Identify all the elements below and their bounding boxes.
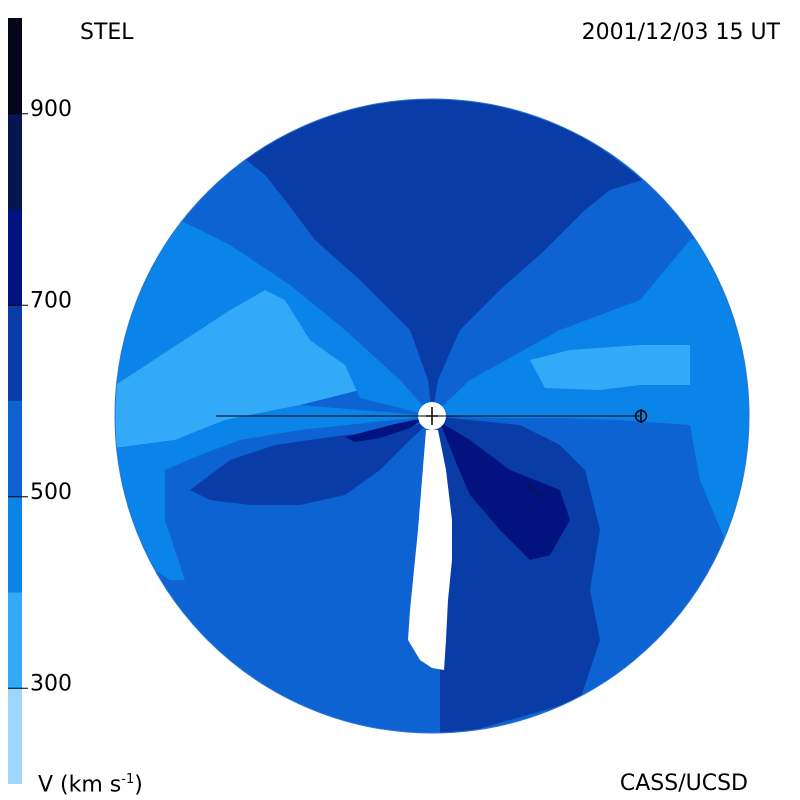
unit-close-text: )	[134, 772, 143, 798]
velocity-unit-label: V (km s-1)	[38, 773, 143, 796]
west-mid-band	[115, 215, 432, 416]
south-west-lobe	[190, 420, 432, 505]
colorbar-tick-label: 700	[30, 288, 72, 313]
earth-symbol-icon	[634, 409, 648, 423]
no-data-wedge	[408, 430, 452, 670]
credit-label: CASS/UCSD	[619, 771, 748, 796]
colorbar-band	[8, 305, 22, 401]
colorbar-band	[8, 18, 22, 114]
colorbar-tick-label: 900	[30, 97, 72, 122]
streak-marker	[527, 485, 545, 499]
west-lower-band	[115, 405, 432, 580]
velocity-disk	[115, 99, 749, 733]
south-west-inner-streamer	[345, 418, 425, 442]
north-polar-region	[240, 99, 642, 416]
instrument-label: STEL	[80, 20, 134, 45]
colorbar-band	[8, 592, 22, 689]
colorbar-band	[8, 401, 22, 497]
disk-outline	[114, 98, 750, 734]
colorbar-tick-label: 500	[30, 480, 72, 505]
colorbar-band	[8, 209, 22, 306]
west-slow-band	[115, 290, 360, 450]
sun-center-plus	[426, 407, 438, 425]
colorbar-band	[8, 496, 22, 593]
south-east-streamer	[440, 422, 570, 560]
colorbar-tick-label: 300	[30, 671, 72, 696]
unit-exponent-text: -1	[121, 772, 135, 787]
colorbar-band	[8, 113, 22, 210]
datetime-label: 2001/12/03 15 UT	[581, 20, 780, 45]
unit-main-text: V (km s	[38, 772, 122, 798]
velocity-colorbar: 300 500 700 900	[8, 18, 72, 784]
east-slow-patch	[530, 345, 690, 390]
colorbar-band	[8, 688, 22, 784]
